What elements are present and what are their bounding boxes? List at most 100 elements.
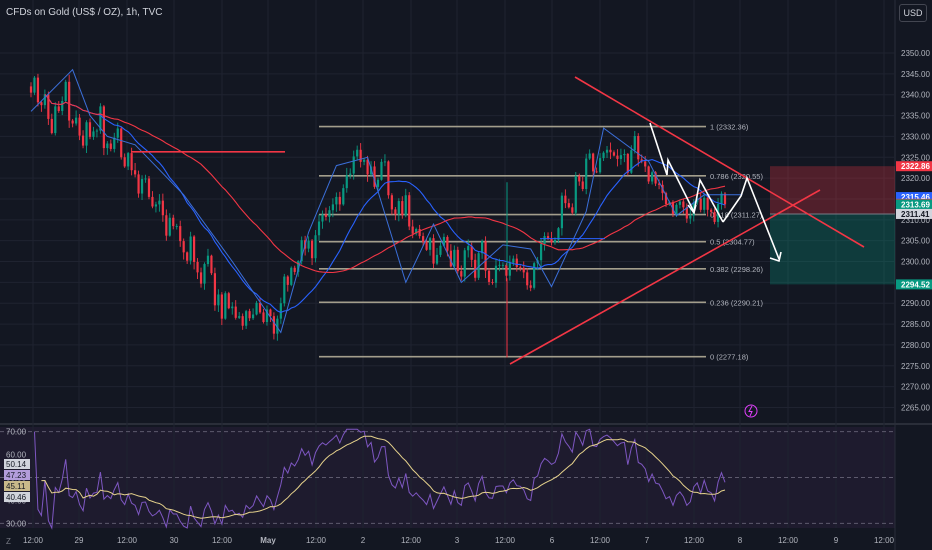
candle-body: [425, 241, 428, 250]
oscillator-tick-label: 30.00: [6, 519, 27, 528]
fibonacci-retracement[interactable]: 1 (2332.36) 0.786 (2320.55) 0.618 (2311.27…: [319, 123, 763, 362]
candle: [477, 251, 480, 281]
candle: [217, 289, 220, 312]
candle-body: [307, 240, 310, 249]
candle: [113, 132, 116, 153]
descending-trendline[interactable]: [574, 76, 865, 248]
candle: [366, 155, 369, 182]
candle-body: [487, 270, 491, 282]
candle: [338, 191, 341, 211]
candle-body: [404, 195, 407, 216]
candle-body: [713, 211, 716, 222]
candle: [710, 208, 713, 217]
candle-body: [324, 214, 328, 217]
candle-body: [168, 217, 171, 236]
candle-body: [234, 306, 237, 318]
candle: [376, 177, 380, 192]
candle-body: [99, 106, 102, 131]
candle-body: [664, 193, 668, 204]
scale-button[interactable]: Z: [6, 537, 11, 546]
price-label-value: 2315.46: [901, 193, 930, 202]
candle-body: [88, 122, 92, 137]
alert-icon-ring: [744, 404, 758, 418]
projection-path: [722, 175, 780, 260]
candle: [269, 308, 272, 323]
candle-body: [238, 316, 241, 318]
candle-body: [356, 149, 359, 157]
candle: [172, 214, 175, 230]
candle: [394, 207, 397, 221]
price-tick-label: 2275.00: [901, 362, 930, 371]
candle-body: [352, 156, 355, 174]
projection-arrow-head: [769, 251, 782, 263]
candle-body: [245, 311, 248, 326]
candle-body: [689, 215, 692, 219]
candle-body: [706, 197, 709, 210]
candle: [127, 151, 130, 171]
candle: [324, 207, 328, 221]
position-target-zone[interactable]: [770, 213, 895, 285]
candle: [286, 275, 289, 292]
price-label-box: [896, 208, 932, 219]
candle: [199, 267, 203, 288]
candle: [328, 206, 331, 223]
price-label-box: [896, 279, 932, 290]
price-tick-label: 2290.00: [901, 299, 930, 308]
candle: [255, 300, 258, 316]
candle-body: [310, 240, 314, 259]
time-tick-label: 12:00: [590, 536, 611, 545]
candle-body: [328, 210, 331, 217]
candle: [272, 312, 275, 340]
price-tick-label: 2310.00: [901, 216, 930, 225]
candle: [487, 268, 491, 286]
candle-body: [106, 143, 109, 149]
candle-body: [623, 153, 626, 156]
candle: [182, 238, 185, 260]
candle-body: [137, 174, 140, 194]
candle: [279, 297, 282, 324]
candle: [335, 192, 338, 212]
ascending-trendline[interactable]: [509, 189, 821, 365]
candle: [352, 150, 355, 180]
candle: [68, 74, 71, 128]
candle-body: [123, 157, 126, 167]
candle-body: [633, 136, 636, 151]
candle: [689, 208, 692, 224]
candle-body: [408, 195, 411, 227]
oscillator-value-box: [4, 481, 30, 491]
candle: [106, 141, 109, 155]
candle-body: [415, 229, 418, 234]
candle-body: [592, 153, 595, 172]
candle-body: [102, 106, 105, 149]
candle-body: [342, 188, 345, 205]
candle-body: [85, 122, 88, 146]
candle: [526, 268, 529, 290]
candle-body: [186, 252, 189, 261]
alert-icon-bolt: [748, 405, 753, 417]
candle-body: [539, 244, 543, 261]
time-tick-label: 30: [170, 536, 179, 545]
candle-body: [345, 175, 348, 189]
candle: [40, 100, 43, 112]
candle-body: [144, 178, 147, 180]
candle-body: [116, 128, 119, 138]
candle-body: [567, 203, 570, 208]
price-tick-label: 2285.00: [901, 320, 930, 329]
candle: [595, 167, 598, 174]
candle-body: [605, 149, 609, 153]
candle-body: [314, 235, 317, 259]
candle: [210, 254, 213, 276]
candle-body: [317, 221, 321, 236]
time-tick-label: 12:00: [23, 536, 44, 545]
candle-body: [127, 153, 130, 167]
alert-icon[interactable]: [744, 404, 758, 418]
price-tick-label: 2320.00: [901, 174, 930, 183]
candle: [43, 89, 46, 109]
currency-button[interactable]: USD: [899, 4, 927, 22]
candle: [439, 242, 442, 258]
candle-body: [286, 276, 289, 285]
candle: [137, 170, 140, 198]
candle: [81, 130, 85, 149]
candle: [224, 291, 227, 320]
